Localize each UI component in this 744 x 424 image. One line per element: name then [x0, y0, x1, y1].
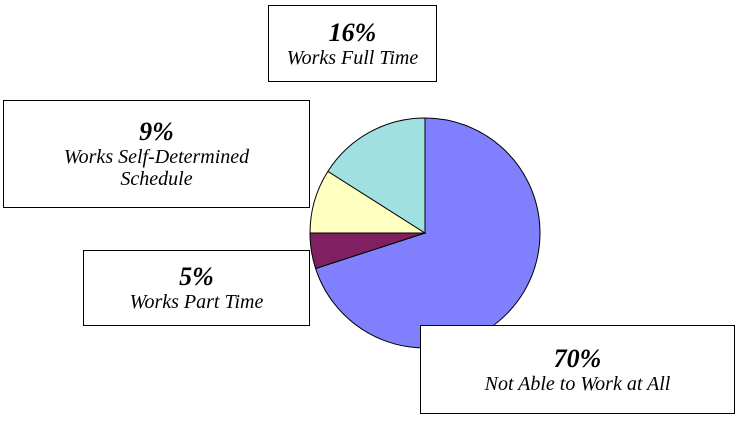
category-label: Works Full Time — [286, 46, 419, 69]
category-label: Works Part Time — [129, 291, 264, 313]
category-label: Works Self-Determined Schedule — [63, 146, 250, 190]
value-label: 16% — [328, 17, 377, 47]
pie-slice — [314, 117, 541, 349]
value-label: 5% — [179, 262, 214, 291]
slice-label: 5% Works Part Time — [83, 250, 310, 326]
value-label: 9% — [139, 117, 174, 146]
category-label: Not Able to Work at All — [484, 372, 671, 395]
slice-label: 9% Works Self-Determined Schedule — [3, 100, 310, 208]
pie-slice — [327, 117, 426, 234]
slice-label: 70% Not Able to Work at All — [420, 325, 735, 414]
value-label: 70% — [553, 343, 602, 373]
slice-label: 16% Works Full Time — [268, 5, 437, 82]
